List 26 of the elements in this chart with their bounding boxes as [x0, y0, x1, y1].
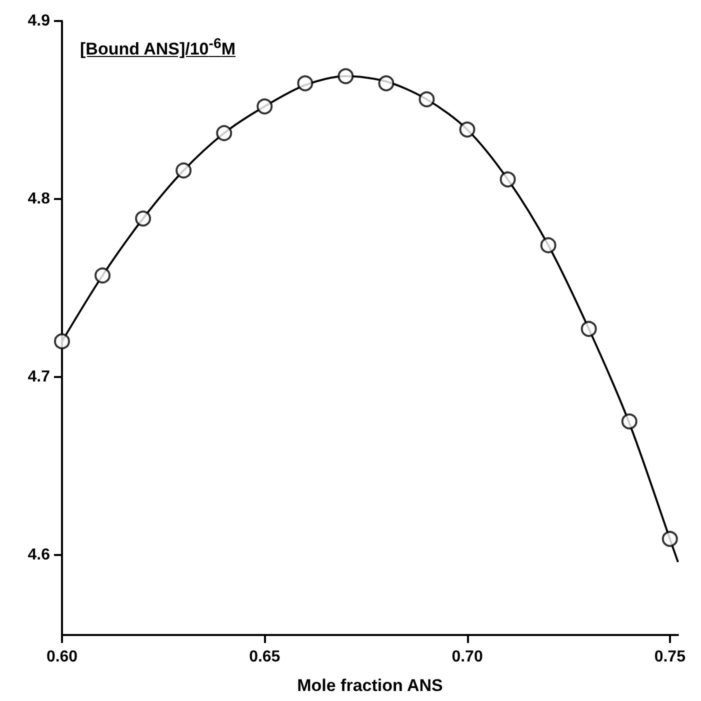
- point: [662, 530, 678, 547]
- y-tick-label: 4.9: [28, 12, 50, 30]
- point: [418, 91, 435, 108]
- point: [176, 162, 192, 178]
- point: [94, 268, 111, 284]
- point: [500, 171, 516, 188]
- x-tick-label: 0.65: [249, 648, 280, 666]
- x-tick-label: 0.70: [452, 648, 483, 666]
- point: [621, 413, 638, 430]
- x-axis-title: Mole fraction ANS: [297, 676, 443, 695]
- point: [216, 125, 232, 142]
- y-tick-label: 4.8: [28, 190, 50, 208]
- point: [459, 122, 476, 138]
- point: [378, 75, 394, 92]
- x-tick-label: 0.60: [46, 648, 78, 666]
- point: [256, 98, 273, 114]
- point: [580, 320, 597, 337]
- y-axis-title: [Bound ANS]/10$^{-6}$M: [80, 36, 236, 60]
- y-tick-label: 4.7: [28, 368, 50, 386]
- point: [297, 75, 314, 92]
- y-tick-label: 4.6: [28, 546, 50, 564]
- point: [135, 210, 152, 227]
- x-tick-label: 0.75: [654, 648, 686, 666]
- point: [54, 333, 70, 350]
- point: [338, 68, 354, 84]
- point: [540, 237, 556, 254]
